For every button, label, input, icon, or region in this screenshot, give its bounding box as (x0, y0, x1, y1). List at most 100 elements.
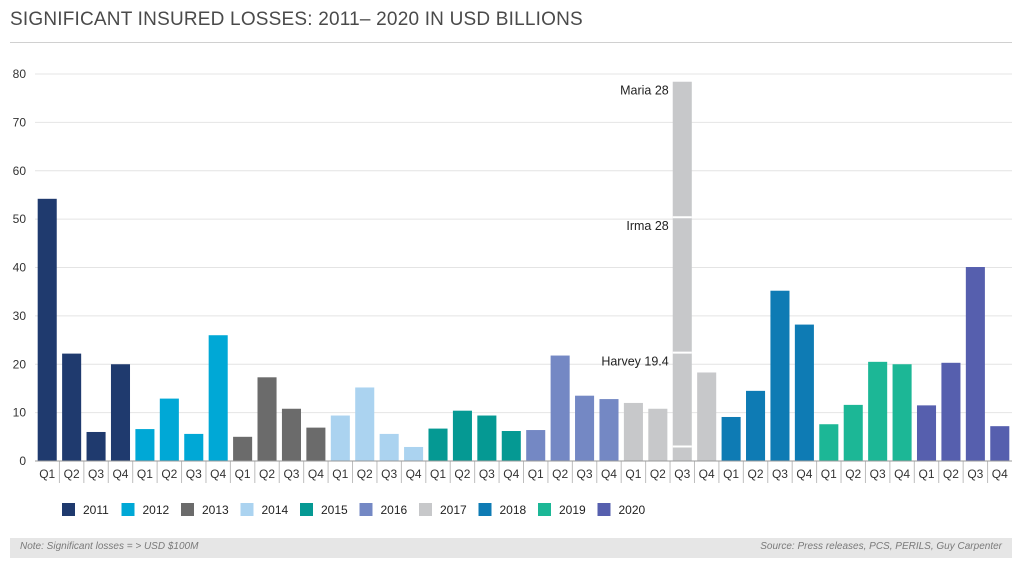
x-tick-label: Q1 (625, 467, 641, 481)
legend-swatch (359, 503, 373, 516)
x-tick-label: Q4 (503, 467, 519, 481)
bar (208, 335, 228, 461)
bar (941, 362, 961, 461)
x-tick-label: Q4 (894, 467, 910, 481)
legend-label: 2011 (83, 503, 109, 517)
x-tick-label: Q3 (967, 467, 983, 481)
legend-label: 2014 (262, 503, 289, 517)
bar (526, 430, 546, 461)
y-tick-label: 70 (13, 115, 27, 129)
bar (159, 398, 179, 461)
bar (501, 431, 521, 461)
title-divider (10, 42, 1012, 43)
x-tick-label: Q3 (283, 467, 299, 481)
insured-losses-chart: 0 10 20 30 40 50 60 70 80 Q1 Q2 Q3 Q4 Q1 Q2 Q3 Q4 Q1 Q2 Q3 Q… (13, 67, 1012, 517)
bar (599, 399, 619, 461)
bar (770, 290, 790, 461)
bar (330, 415, 350, 461)
y-tick-label: 0 (19, 454, 26, 468)
bar (233, 436, 253, 461)
x-tick-label: Q3 (186, 467, 202, 481)
x-tick-label: Q3 (479, 467, 495, 481)
segment-label: Maria 28 (620, 84, 669, 98)
legend-swatch (181, 503, 194, 516)
x-tick-label: Q4 (601, 467, 617, 481)
bar (746, 390, 766, 461)
x-tick-label: Q4 (406, 467, 422, 481)
legend-label: 2016 (381, 503, 408, 517)
footer-source: Source: Press releases, PCS, PERILS, Guy… (760, 541, 1002, 552)
x-tick-label: Q2 (845, 467, 861, 481)
legend-label: 2020 (619, 503, 646, 517)
x-tick-label: Q1 (821, 467, 837, 481)
bar (428, 428, 448, 461)
x-tick-label: Q1 (332, 467, 348, 481)
legend-swatch (300, 503, 313, 516)
bar (721, 416, 741, 461)
bar (184, 433, 204, 461)
legend-label: 2017 (440, 503, 467, 517)
x-tick-label: Q3 (577, 467, 593, 481)
x-tick-label: Q3 (381, 467, 397, 481)
x-tick-label: Q3 (674, 467, 690, 481)
bar (62, 353, 82, 461)
y-tick-label: 50 (13, 212, 27, 226)
x-tick-label: Q1 (723, 467, 739, 481)
bar (452, 410, 472, 461)
bar (477, 415, 497, 461)
x-tick-label: Q3 (88, 467, 104, 481)
x-tick-label: Q2 (650, 467, 666, 481)
x-tick-label: Q2 (943, 467, 959, 481)
legend-swatch (62, 503, 75, 516)
bar (575, 395, 595, 461)
bar (550, 355, 570, 461)
footer-bar: Note: Significant losses = > USD $100M S… (10, 538, 1012, 558)
x-tick-label: Q4 (308, 467, 324, 481)
legend-label: 2018 (500, 503, 527, 517)
bar-segment (672, 352, 692, 447)
bar (819, 424, 839, 461)
y-tick-label: 60 (13, 164, 27, 178)
bar-segment (672, 446, 692, 461)
bar (916, 405, 937, 461)
x-tick-label: Q1 (235, 467, 251, 481)
x-tick-label: Q2 (357, 467, 373, 481)
bar (37, 198, 57, 461)
bar (404, 446, 424, 461)
legend-swatch (597, 503, 611, 516)
bar (843, 404, 863, 461)
x-tick-label: Q2 (259, 467, 275, 481)
y-tick-label: 40 (13, 261, 27, 275)
segment-label: Harvey 19.4 (601, 355, 668, 369)
x-tick-label: Q2 (454, 467, 470, 481)
bar (281, 408, 301, 461)
legend-swatch (538, 503, 551, 516)
x-tick-label: Q1 (137, 467, 153, 481)
bar (868, 361, 888, 461)
x-tick-label: Q3 (870, 467, 886, 481)
bar (965, 267, 985, 461)
bar (257, 377, 277, 461)
legend-label: 2013 (202, 503, 229, 517)
x-tick-label: Q2 (748, 467, 764, 481)
x-tick-label: Q2 (64, 467, 80, 481)
x-tick-label: Q1 (430, 467, 446, 481)
x-tick-label: Q1 (919, 467, 935, 481)
bar (86, 431, 106, 461)
y-tick-label: 30 (13, 309, 27, 323)
x-tick-label: Q4 (796, 467, 812, 481)
bar (794, 324, 814, 461)
x-tick-label: Q4 (699, 467, 715, 481)
x-tick-label: Q4 (112, 467, 128, 481)
legend-swatch (240, 503, 254, 516)
bar (648, 408, 668, 461)
x-tick-label: Q1 (528, 467, 544, 481)
legend-swatch (419, 503, 432, 516)
bar (379, 433, 399, 461)
x-tick-label: Q3 (772, 467, 788, 481)
bar (990, 426, 1010, 461)
legend-label: 2019 (559, 503, 586, 517)
bar (355, 387, 375, 461)
legend-swatch (121, 503, 135, 516)
x-tick-label: Q4 (992, 467, 1008, 481)
